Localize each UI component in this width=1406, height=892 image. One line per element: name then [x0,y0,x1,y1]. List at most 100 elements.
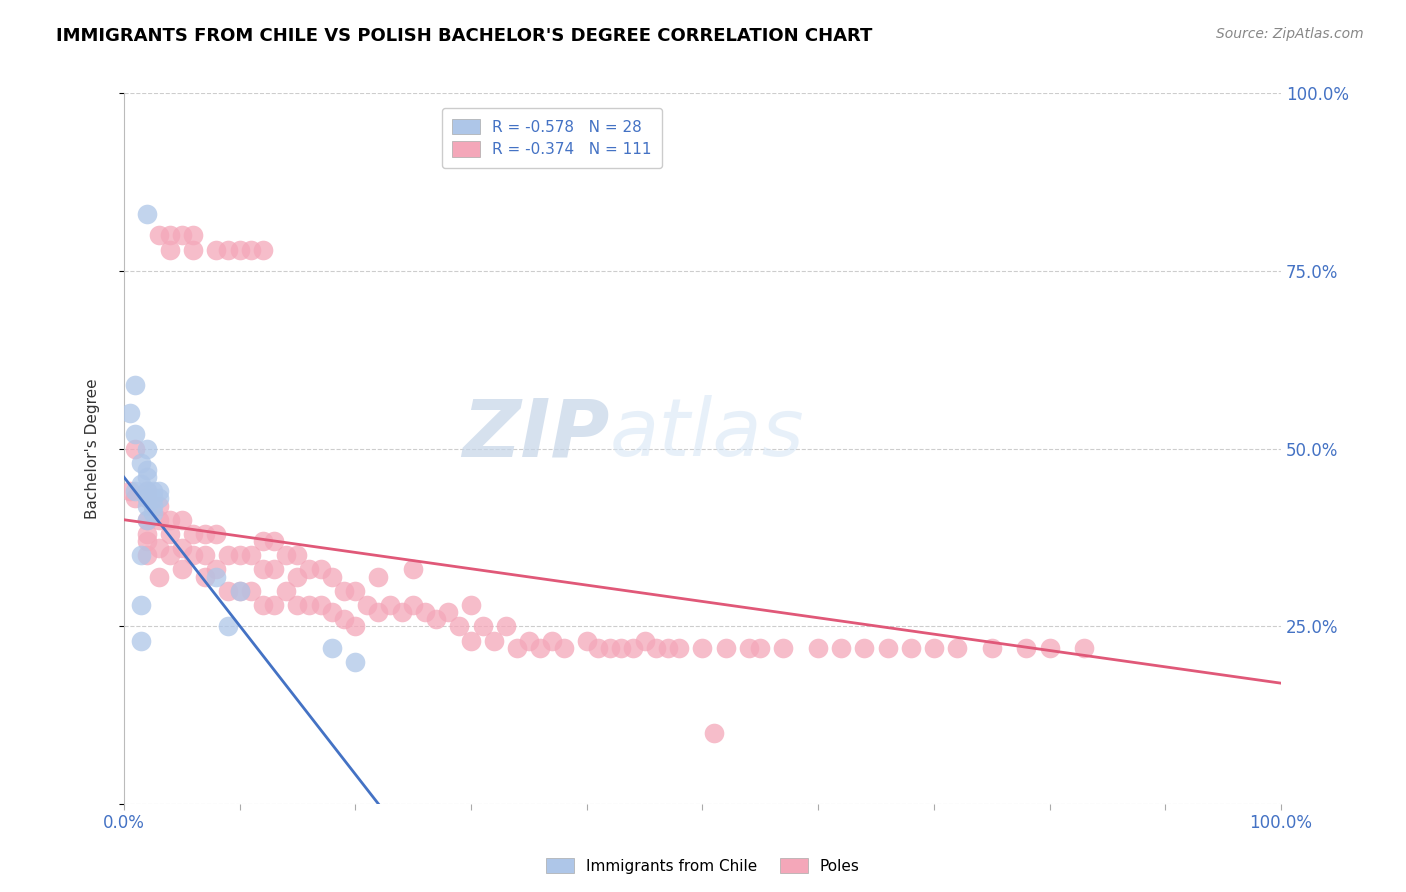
Y-axis label: Bachelor's Degree: Bachelor's Degree [86,378,100,519]
Point [529,640,551,655]
Point [228,583,250,598]
Point [378,598,401,612]
Point [205,243,228,257]
Point [194,527,217,541]
Point [356,598,378,612]
Point [321,569,343,583]
Point [136,484,159,499]
Point [205,562,228,576]
Point [367,569,389,583]
Point [148,228,170,243]
Point [633,633,655,648]
Point [252,598,274,612]
Text: IMMIGRANTS FROM CHILE VS POLISH BACHELOR'S DEGREE CORRELATION CHART: IMMIGRANTS FROM CHILE VS POLISH BACHELOR… [56,27,873,45]
Point [124,491,146,506]
Point [876,640,898,655]
Point [1015,640,1038,655]
Point [263,562,285,576]
Point [332,612,354,626]
Point [136,548,159,562]
Point [482,633,505,648]
Point [136,207,159,221]
Point [142,499,165,513]
Point [240,243,263,257]
Point [205,527,228,541]
Point [129,456,152,470]
Point [240,548,263,562]
Point [228,548,250,562]
Point [922,640,945,655]
Point [321,640,343,655]
Point [217,548,239,562]
Point [129,598,152,612]
Point [738,640,761,655]
Point [252,562,274,576]
Point [217,243,239,257]
Point [136,491,159,506]
Point [506,640,529,655]
Point [900,640,922,655]
Point [124,484,146,499]
Point [142,491,165,506]
Point [657,640,679,655]
Point [136,491,159,506]
Point [136,463,159,477]
Point [344,583,367,598]
Point [124,427,146,442]
Point [252,534,274,549]
Point [136,527,159,541]
Point [298,598,321,612]
Point [148,569,170,583]
Point [142,484,165,499]
Point [714,640,737,655]
Point [309,598,332,612]
Point [1038,640,1060,655]
Point [129,548,152,562]
Point [136,513,159,527]
Point [274,583,297,598]
Point [703,726,725,740]
Point [159,513,181,527]
Point [946,640,969,655]
Point [183,548,205,562]
Point [159,548,181,562]
Point [471,619,494,633]
Point [118,484,141,499]
Point [148,541,170,556]
Point [772,640,794,655]
Point [263,534,285,549]
Point [575,633,598,648]
Point [228,583,250,598]
Point [668,640,690,655]
Point [298,562,321,576]
Point [136,442,159,456]
Point [124,377,146,392]
Point [217,583,239,598]
Point [621,640,644,655]
Point [980,640,1002,655]
Point [588,640,610,655]
Text: atlas: atlas [610,395,804,474]
Point [413,605,436,619]
Point [402,598,425,612]
Point [367,605,389,619]
Point [183,243,205,257]
Point [599,640,621,655]
Point [228,243,250,257]
Point [391,605,413,619]
Point [118,406,141,420]
Point [205,569,228,583]
Point [159,228,181,243]
Point [853,640,876,655]
Point [148,499,170,513]
Point [136,513,159,527]
Point [287,548,309,562]
Point [159,243,181,257]
Point [541,633,564,648]
Point [332,583,354,598]
Point [449,619,471,633]
Point [692,640,714,655]
Point [517,633,540,648]
Point [460,598,482,612]
Point [148,484,170,499]
